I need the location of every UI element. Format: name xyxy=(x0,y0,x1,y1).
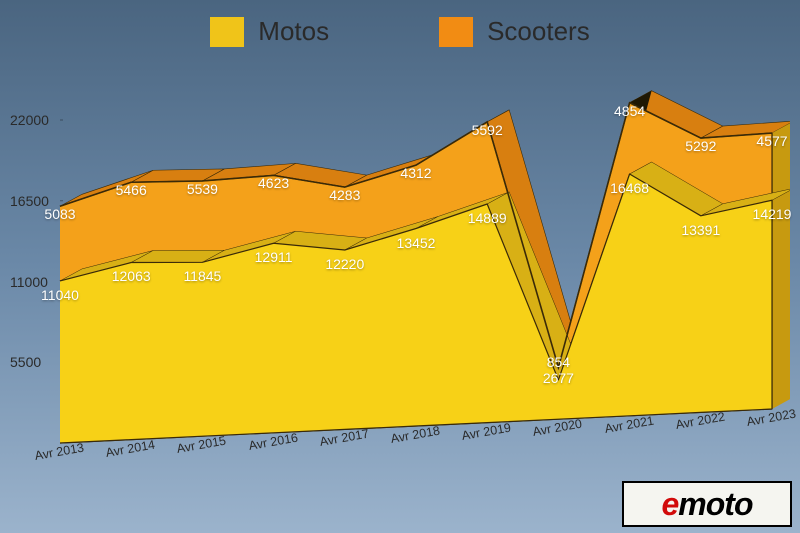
y-tick-label: 5500 xyxy=(10,354,60,370)
data-label-scooters: 5083 xyxy=(44,206,75,222)
logo-part1: e xyxy=(662,486,679,523)
y-tick-label: 22000 xyxy=(10,112,60,128)
data-label-motos: 12220 xyxy=(325,256,364,272)
logo: emoto xyxy=(622,481,792,527)
data-label-motos: 11040 xyxy=(41,287,79,303)
data-label-motos: 14219 xyxy=(753,206,792,222)
legend-item-scooters: Scooters xyxy=(439,16,590,47)
data-label-motos: 14889 xyxy=(468,210,507,226)
data-label-scooters: 5466 xyxy=(116,182,147,198)
data-label-motos: 11845 xyxy=(183,268,221,284)
legend-label-scooters: Scooters xyxy=(487,16,590,47)
data-label-scooters: 5539 xyxy=(187,181,218,197)
logo-part2: moto xyxy=(678,486,752,523)
data-label-scooters: 4854 xyxy=(614,103,645,119)
chart-area: 5500110001650022000Avr 2013Avr 2014Avr 2… xyxy=(10,80,790,479)
legend: Motos Scooters xyxy=(0,16,800,47)
data-label-scooters: 4312 xyxy=(400,165,431,181)
data-label-scooters: 854 xyxy=(547,354,570,370)
data-label-scooters: 5292 xyxy=(685,138,716,154)
data-label-motos: 2677 xyxy=(543,370,574,386)
data-label-motos: 12911 xyxy=(255,249,293,265)
data-label-motos: 13452 xyxy=(397,235,436,251)
data-label-scooters: 4283 xyxy=(329,187,360,203)
data-label-scooters: 5592 xyxy=(472,122,503,138)
data-label-scooters: 4623 xyxy=(258,175,289,191)
legend-swatch-motos xyxy=(210,17,244,47)
data-label-motos: 12063 xyxy=(112,268,151,284)
legend-item-motos: Motos xyxy=(210,16,329,47)
legend-label-motos: Motos xyxy=(258,16,329,47)
data-label-motos: 13391 xyxy=(681,222,720,238)
data-label-motos: 16468 xyxy=(610,180,649,196)
legend-swatch-scooters xyxy=(439,17,473,47)
data-label-scooters: 4577 xyxy=(756,133,787,149)
